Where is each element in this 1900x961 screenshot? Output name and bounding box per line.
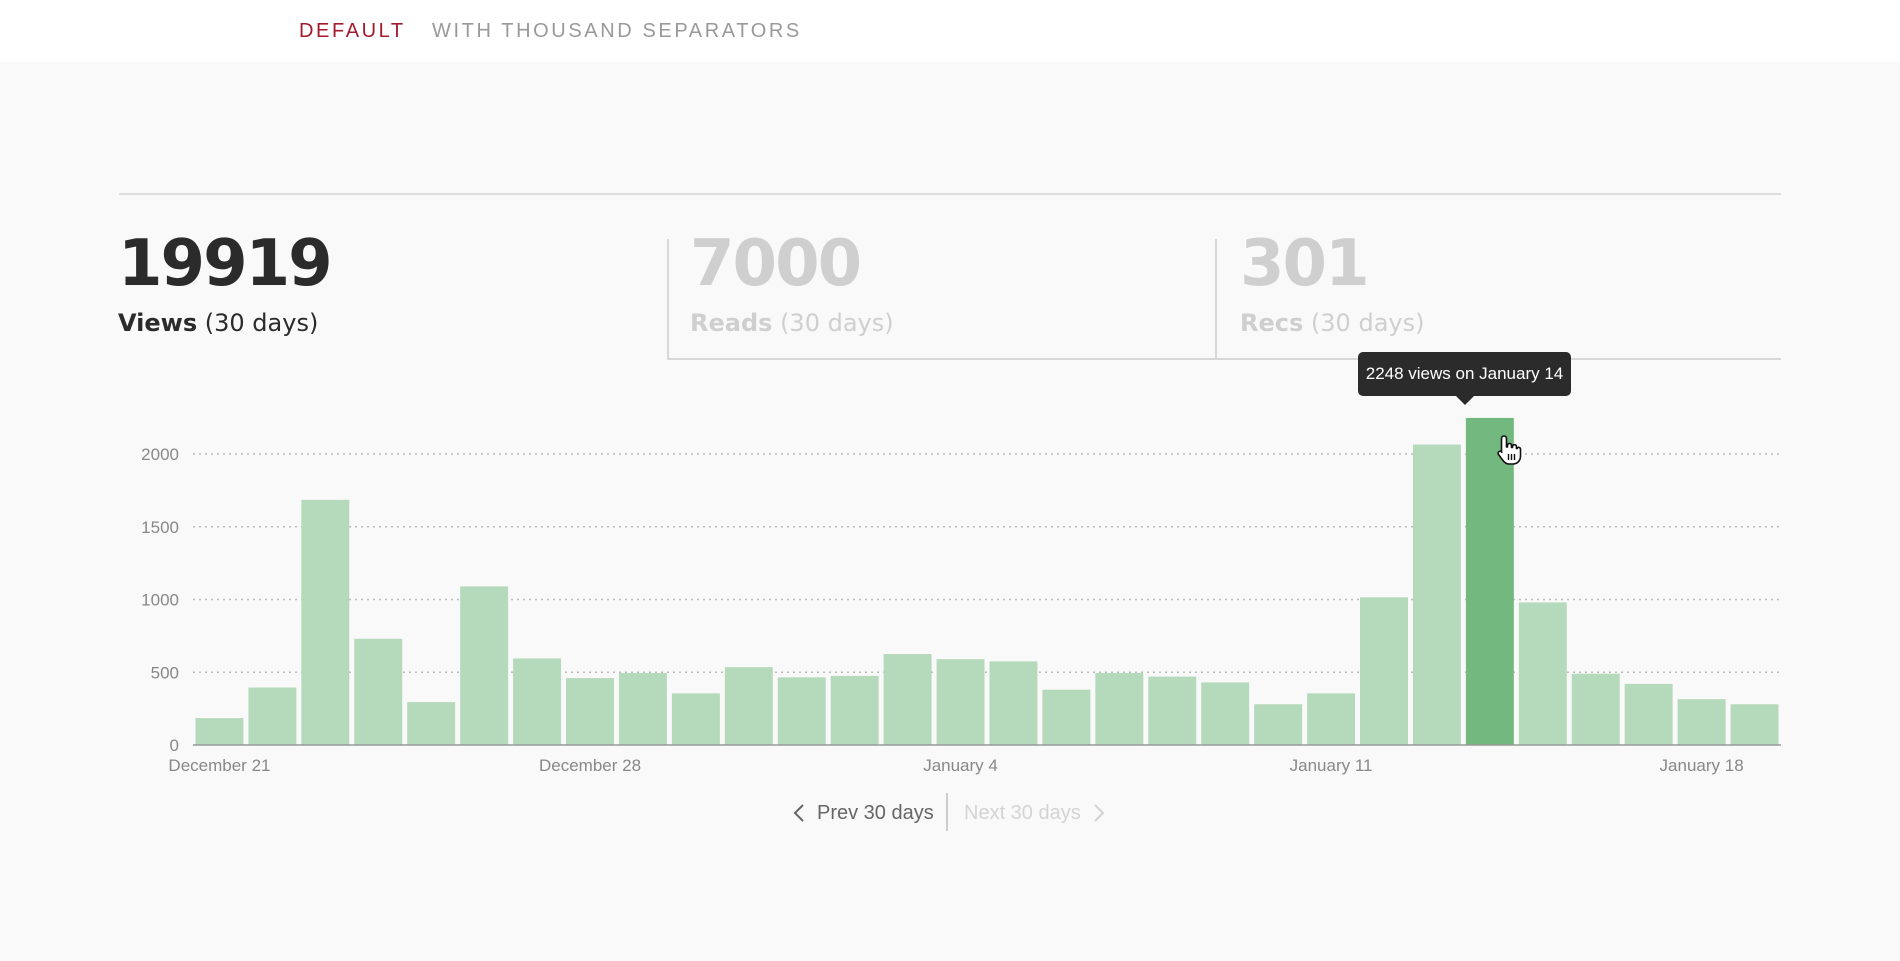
x-tick-label: December 21	[168, 756, 270, 775]
reads-name: Reads	[690, 309, 773, 337]
x-tick-label: January 4	[923, 756, 998, 775]
next-30-days-button: Next 30 days	[964, 796, 1105, 830]
y-tick-label: 2000	[141, 445, 179, 464]
bar[interactable]	[1307, 693, 1356, 745]
chevron-left-icon	[793, 804, 804, 822]
bar[interactable]	[354, 638, 403, 745]
stats-separator	[1215, 239, 1217, 360]
stat-reads-tab[interactable]: 7000 Reads (30 days)	[690, 232, 894, 338]
prev-label: Prev 30 days	[817, 801, 934, 824]
prev-30-days-button[interactable]: Prev 30 days	[793, 796, 934, 830]
reads-period: (30 days)	[780, 309, 894, 337]
x-tick-label: January 18	[1660, 756, 1744, 775]
bar[interactable]	[777, 677, 826, 745]
section-divider	[119, 193, 1781, 195]
views-label: Views (30 days)	[118, 308, 331, 338]
recs-name: Recs	[1240, 309, 1304, 337]
bar[interactable]	[460, 586, 509, 745]
bar[interactable]	[248, 687, 297, 745]
x-tick-label: December 28	[539, 756, 641, 775]
bar[interactable]	[407, 702, 456, 745]
bar-highlighted[interactable]	[1465, 417, 1514, 745]
bar[interactable]	[1360, 597, 1408, 745]
bar[interactable]	[1148, 676, 1197, 745]
recs-label: Recs (30 days)	[1240, 308, 1424, 338]
bar[interactable]	[830, 675, 879, 745]
y-tick-label: 0	[170, 736, 179, 755]
x-tick-label: January 11	[1290, 756, 1373, 775]
hand-pointer-icon	[1497, 435, 1522, 465]
reads-count: 7000	[690, 227, 862, 301]
y-tick-label: 500	[151, 663, 179, 682]
bar[interactable]	[724, 667, 773, 745]
bar[interactable]	[936, 659, 985, 745]
bar[interactable]	[1095, 672, 1144, 745]
chevron-right-icon	[1094, 804, 1105, 822]
bar[interactable]	[1730, 704, 1779, 745]
next-label: Next 30 days	[964, 801, 1081, 824]
bar[interactable]	[883, 654, 932, 745]
pager-separator	[946, 793, 948, 831]
bar[interactable]	[989, 661, 1038, 745]
stat-recs-tab[interactable]: 301 Recs (30 days)	[1240, 232, 1424, 338]
tab-default[interactable]: DEFAULT	[299, 20, 406, 42]
views-name: Views	[118, 309, 198, 337]
y-tick-label: 1000	[141, 591, 179, 610]
bar[interactable]	[1201, 682, 1250, 745]
bar[interactable]	[1254, 704, 1303, 745]
bar[interactable]	[301, 499, 350, 745]
bar[interactable]	[513, 658, 562, 745]
bar[interactable]	[1042, 689, 1091, 745]
views-count: 19919	[118, 227, 333, 301]
tab-with-thousand-separators[interactable]: WITH THOUSAND SEPARATORS	[432, 20, 802, 42]
bar[interactable]	[618, 672, 667, 745]
bar[interactable]	[671, 693, 720, 745]
bar-tooltip: 2248 views on January 14	[1358, 352, 1571, 405]
stats-frame	[667, 239, 1781, 360]
bar[interactable]	[1571, 673, 1620, 745]
recs-count: 301	[1240, 227, 1370, 301]
bar[interactable]	[1518, 602, 1567, 745]
bar[interactable]	[566, 678, 614, 745]
recs-period: (30 days)	[1310, 309, 1425, 337]
bar[interactable]	[1412, 444, 1461, 745]
views-period: (30 days)	[204, 309, 319, 337]
bar[interactable]	[195, 718, 244, 745]
bar[interactable]	[1624, 683, 1673, 745]
y-tick-label: 1500	[141, 518, 179, 537]
reads-label: Reads (30 days)	[690, 308, 894, 338]
top-tab-bar: DEFAULT WITH THOUSAND SEPARATORS	[0, 0, 1900, 62]
stat-views-tab[interactable]: 19919 Views (30 days)	[118, 227, 333, 338]
bar[interactable]	[1677, 699, 1726, 745]
